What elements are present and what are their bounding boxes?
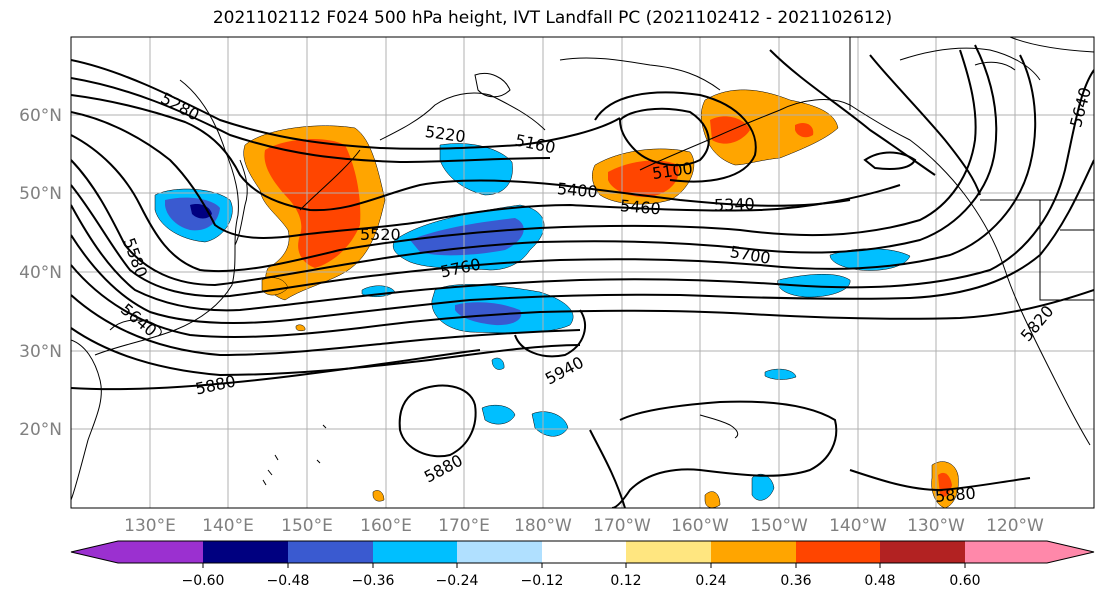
colorbar-segment bbox=[880, 541, 965, 563]
contour-label: 5940 bbox=[542, 353, 587, 389]
colorbar-segment bbox=[457, 541, 542, 563]
lon-label: 150°W bbox=[750, 516, 808, 536]
map-title: 2021102112 F024 500 hPa height, IVT Land… bbox=[212, 8, 893, 28]
contour-label: 5220 bbox=[424, 122, 467, 146]
lon-label: 150°E bbox=[281, 516, 333, 536]
colorbar-segment bbox=[796, 541, 880, 563]
colorbar-segment bbox=[626, 541, 711, 563]
colorbar-tick-label: 0.36 bbox=[780, 573, 811, 589]
contour-label: 5580 bbox=[119, 235, 151, 280]
contour-label: 5160 bbox=[513, 130, 557, 157]
lon-label: 160°W bbox=[671, 516, 729, 536]
lat-label: 30°N bbox=[19, 342, 62, 362]
map-frame bbox=[70, 36, 1095, 509]
contour-label: 5880 bbox=[194, 372, 238, 399]
lon-label: 170°W bbox=[593, 516, 651, 536]
lon-label: 160°E bbox=[360, 516, 412, 536]
colorbar-tick-label: −0.60 bbox=[182, 573, 225, 589]
contour-label: 5520 bbox=[360, 225, 401, 244]
colorbar-tick-label: 0.24 bbox=[695, 573, 726, 589]
colorbar-segment bbox=[288, 541, 373, 563]
contour-label: 5280 bbox=[158, 89, 203, 125]
lat-label: 20°N bbox=[19, 420, 62, 440]
contour-label: 5400 bbox=[556, 179, 598, 201]
lon-label: 120°W bbox=[986, 516, 1044, 536]
colorbar-segment bbox=[71, 541, 203, 563]
colorbar-outline bbox=[70, 540, 1095, 564]
contour-label: 5820 bbox=[1017, 302, 1058, 345]
colorbar-tick-label: −0.48 bbox=[267, 573, 310, 589]
colorbar-segment bbox=[373, 541, 457, 563]
lon-label: 130°E bbox=[124, 516, 176, 536]
colorbar-ticks bbox=[202, 563, 966, 568]
colorbar-tick-label: 0.60 bbox=[949, 573, 980, 589]
colorbar-segment bbox=[203, 541, 288, 563]
contour-label: 5460 bbox=[619, 196, 661, 218]
colorbar-tick-label: −0.12 bbox=[521, 573, 564, 589]
lat-label: 60°N bbox=[19, 106, 62, 126]
colorbar-segment bbox=[542, 541, 626, 563]
colorbar-tick-label: −0.24 bbox=[436, 573, 479, 589]
colorbar-segment bbox=[965, 541, 1094, 563]
ivt-shading bbox=[154, 89, 959, 508]
colorbar-segment bbox=[711, 541, 796, 563]
contour-label: 5640 bbox=[1066, 85, 1095, 129]
latitude-labels: 60°N 50°N 40°N 30°N 20°N bbox=[19, 106, 62, 440]
lat-label: 50°N bbox=[19, 184, 62, 204]
longitude-labels: 130°E 140°E 150°E 160°E 170°E 180°W 170°… bbox=[124, 516, 1044, 536]
contour-label: 5880 bbox=[934, 483, 976, 505]
colorbar-tick-label: −0.36 bbox=[352, 573, 395, 589]
lon-label: 170°E bbox=[438, 516, 490, 536]
contour-label: 5340 bbox=[714, 194, 755, 214]
lat-label: 40°N bbox=[19, 263, 62, 283]
lon-label: 140°E bbox=[202, 516, 254, 536]
lon-label: 140°W bbox=[829, 516, 887, 536]
graticule bbox=[71, 37, 1094, 508]
lon-label: 180°W bbox=[514, 516, 572, 536]
coastlines bbox=[71, 37, 1094, 501]
colorbar-tick-label: 0.12 bbox=[610, 573, 641, 589]
lon-label: 130°W bbox=[907, 516, 965, 536]
colorbar: −0.60 −0.48 −0.36 −0.24 −0.12 0.12 0.24 … bbox=[70, 540, 1095, 589]
height-contours bbox=[71, 44, 1094, 508]
colorbar-tick-label: 0.48 bbox=[864, 573, 895, 589]
